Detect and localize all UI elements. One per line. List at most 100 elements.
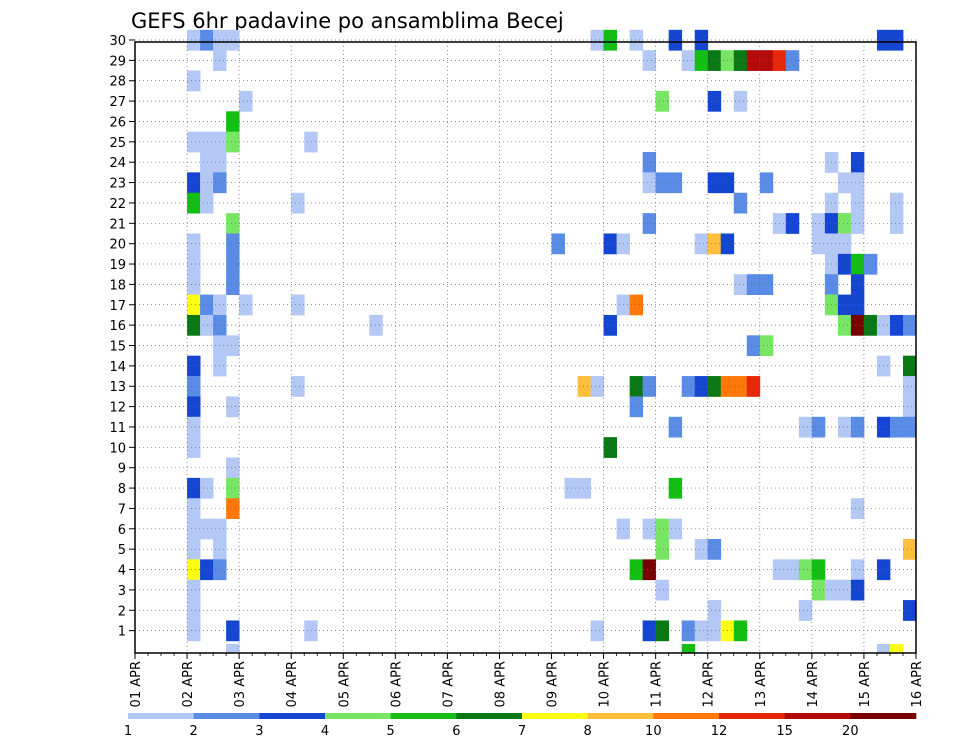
cells-layer <box>187 29 917 654</box>
colorbar-label: 7 <box>518 724 526 739</box>
heatmap-cell <box>187 518 201 540</box>
heatmap-cell <box>226 477 240 499</box>
heatmap-cell <box>369 314 383 336</box>
heatmap-cell <box>226 644 240 654</box>
x-tick-label: 05 APR <box>337 661 352 707</box>
heatmap-cell <box>798 559 813 581</box>
heatmap-cell <box>655 172 670 194</box>
heatmap-cell <box>239 90 253 112</box>
heatmap-cell <box>603 314 618 336</box>
heatmap-cell <box>187 131 201 153</box>
heatmap-cell <box>811 579 826 601</box>
heatmap-cell <box>850 192 865 214</box>
heatmap-cell <box>694 233 709 255</box>
heatmap-cell <box>681 50 696 71</box>
heatmap-cell <box>226 111 240 133</box>
heatmap-cell <box>850 498 865 520</box>
heatmap-cell <box>759 50 774 71</box>
y-tick-label: 28 <box>109 75 126 90</box>
heatmap-cell <box>707 620 722 642</box>
heatmap-cell <box>850 152 865 173</box>
y-tick-label: 24 <box>109 156 126 171</box>
heatmap-cell <box>694 376 709 397</box>
heatmap-cell <box>837 233 852 255</box>
colorbar-swatch <box>128 713 194 719</box>
y-tick-label: 25 <box>109 136 126 151</box>
heatmap-cell <box>733 50 748 71</box>
heatmap-cell <box>226 131 240 153</box>
x-tick-label: 14 APR <box>806 661 821 707</box>
heatmap-cell <box>187 416 201 438</box>
heatmap-cell <box>733 620 748 642</box>
heatmap-cell <box>837 314 852 336</box>
colorbar-swatch <box>522 713 588 719</box>
heatmap-cell <box>759 274 774 295</box>
y-tick-label: 22 <box>109 197 126 212</box>
heatmap-cell <box>850 294 865 316</box>
heatmap-cell <box>707 600 722 621</box>
heatmap-cell <box>226 457 240 479</box>
heatmap-cell <box>629 29 644 51</box>
heatmap-cell <box>681 376 696 397</box>
heatmap-cell <box>733 274 748 295</box>
heatmap-cell <box>291 192 305 214</box>
heatmap-cell <box>837 294 852 316</box>
y-tick-label: 29 <box>109 54 126 69</box>
heatmap-cell <box>733 192 748 214</box>
heatmap-cell <box>629 559 644 581</box>
heatmap-cell <box>200 152 214 173</box>
y-tick-label: 5 <box>118 543 126 558</box>
heatmap-cell <box>200 559 214 581</box>
colorbar-swatch <box>456 713 523 719</box>
heatmap-cell <box>642 559 657 581</box>
heatmap-cell <box>200 477 214 499</box>
heatmap-cell <box>239 294 253 316</box>
colorbar-label: 8 <box>584 724 592 739</box>
heatmap-cell <box>902 396 917 418</box>
heatmap-cell <box>707 172 722 194</box>
heatmap-cell <box>642 213 657 234</box>
heatmap-cell <box>642 50 657 71</box>
heatmap-cell <box>200 294 214 316</box>
heatmap-cell <box>694 50 709 71</box>
y-tick-label: 9 <box>118 462 126 477</box>
heatmap-cell <box>226 274 240 295</box>
colorbar-swatch <box>193 713 260 719</box>
heatmap-cell <box>187 579 201 601</box>
colorbar-swatch <box>653 713 720 719</box>
heatmap-cell <box>863 253 878 275</box>
y-tick-label: 7 <box>118 502 126 517</box>
heatmap-cell <box>681 620 696 642</box>
heatmap-cell <box>603 29 618 51</box>
heatmap-cell <box>187 559 201 581</box>
heatmap-cell <box>863 314 878 336</box>
heatmap-cell <box>200 518 214 540</box>
heatmap-cell <box>785 50 800 71</box>
heatmap-cell <box>200 172 214 194</box>
y-tick-label: 30 <box>109 34 126 49</box>
colorbar-label: 20 <box>842 724 859 739</box>
heatmap-cell <box>889 213 904 234</box>
heatmap-cell <box>642 376 657 397</box>
heatmap-cell <box>694 620 709 642</box>
heatmap-cell <box>798 600 813 621</box>
heatmap-cell <box>603 233 618 255</box>
heatmap-cell <box>746 376 761 397</box>
x-tick-label: 12 APR <box>702 661 717 707</box>
x-axis: 01 APR 02 APR 03 APR 04 APR 05 APR 06 APR 07 A… <box>129 653 925 707</box>
heatmap-cell <box>837 172 852 194</box>
heatmap-cell <box>226 396 240 418</box>
heatmap-cell <box>642 152 657 173</box>
heatmap-cell <box>837 253 852 275</box>
heatmap-cell <box>850 416 865 438</box>
heatmap-cell <box>603 437 618 458</box>
x-tick-label: 15 APR <box>858 661 873 707</box>
y-tick-label: 10 <box>109 441 126 456</box>
colorbar: 1 2 3 4 5 6 7 8 10 12 15 20 <box>124 713 917 739</box>
heatmap-cell <box>733 376 748 397</box>
colorbar-label: 1 <box>124 724 132 739</box>
heatmap-cell <box>694 29 709 51</box>
heatmap-cell <box>707 233 722 255</box>
x-tick-label: 03 APR <box>233 661 248 707</box>
